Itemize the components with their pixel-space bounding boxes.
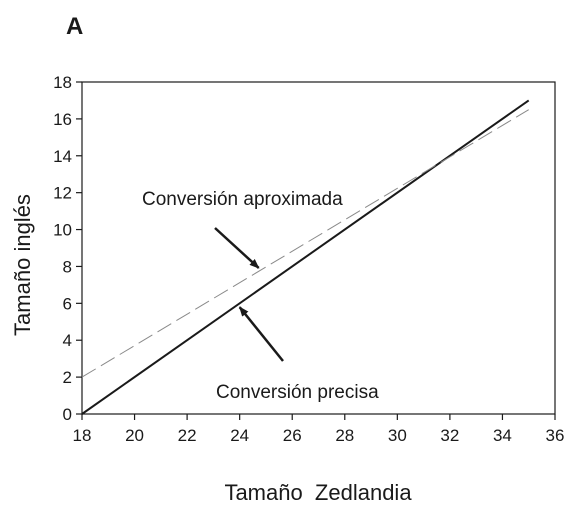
x-tick-label: 32 bbox=[440, 426, 459, 445]
y-axis-ticks: 0 2 4 6 8 10 12 14 16 18 bbox=[53, 73, 82, 424]
series-layer bbox=[81, 99, 530, 415]
x-tick-label: 20 bbox=[125, 426, 144, 445]
x-tick-label: 28 bbox=[335, 426, 354, 445]
y-tick-label: 14 bbox=[53, 147, 72, 166]
annotation-approximate-arrow bbox=[214, 227, 260, 269]
precise-conversion-line bbox=[81, 99, 530, 415]
y-tick-label: 10 bbox=[53, 221, 72, 240]
x-tick-label: 34 bbox=[493, 426, 512, 445]
annotation-approximate-label: Conversión aproximada bbox=[142, 189, 343, 210]
y-tick-label: 2 bbox=[63, 368, 72, 387]
annotation-layer: Conversión aproximada Conversión precisa bbox=[142, 189, 379, 403]
x-axis-label: Tamaño Zedlandia bbox=[224, 480, 412, 505]
y-tick-label: 8 bbox=[63, 257, 72, 276]
y-tick-label: 12 bbox=[53, 184, 72, 203]
y-tick-label: 6 bbox=[63, 294, 72, 313]
x-tick-label: 30 bbox=[388, 426, 407, 445]
x-tick-label: 26 bbox=[283, 426, 302, 445]
panel-label: A bbox=[66, 13, 83, 40]
x-tick-label: 18 bbox=[73, 426, 92, 445]
y-tick-label: 16 bbox=[53, 110, 72, 129]
y-axis-label: Tamaño inglés bbox=[10, 194, 35, 336]
x-tick-label: 24 bbox=[230, 426, 249, 445]
annotation-precise-arrow bbox=[238, 306, 284, 362]
x-tick-label: 36 bbox=[546, 426, 565, 445]
x-axis-ticks: 18 20 22 24 26 28 30 32 34 36 bbox=[73, 414, 565, 445]
y-tick-label: 18 bbox=[53, 73, 72, 92]
y-tick-label: 4 bbox=[63, 331, 72, 350]
plot-area-frame bbox=[81, 81, 556, 415]
y-tick-label: 0 bbox=[63, 405, 72, 424]
x-tick-label: 22 bbox=[178, 426, 197, 445]
approximate-conversion-line bbox=[81, 109, 529, 378]
annotation-precise-label: Conversión precisa bbox=[216, 382, 379, 403]
